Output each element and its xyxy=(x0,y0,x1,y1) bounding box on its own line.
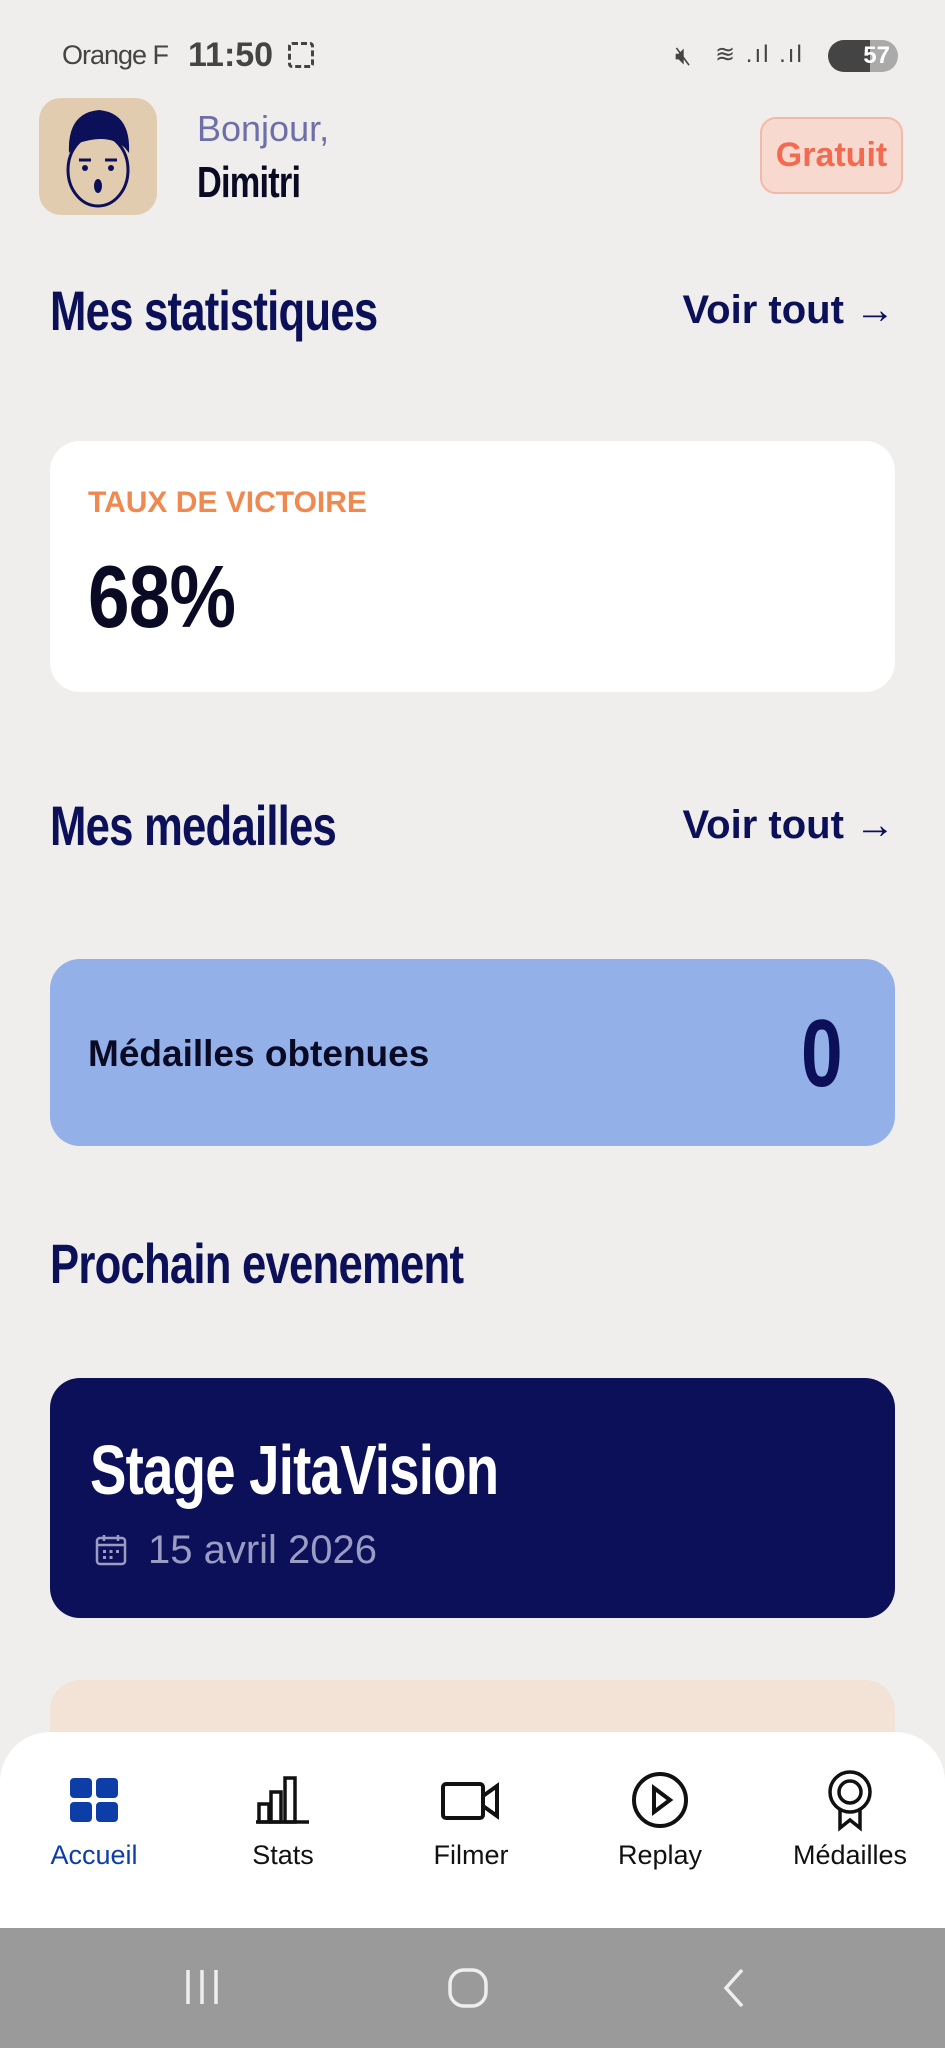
back-button[interactable] xyxy=(716,1968,750,2008)
event-name: Stage JitaVision xyxy=(90,1431,499,1509)
home-button[interactable] xyxy=(446,1968,490,2008)
medals-count: 0 xyxy=(800,1000,843,1107)
nav-label: Stats xyxy=(252,1840,314,1870)
nav-label: Accueil xyxy=(50,1840,138,1870)
nav-label: Médailles xyxy=(792,1840,908,1870)
system-nav-bar xyxy=(0,1928,945,2048)
medal-icon xyxy=(828,1770,872,1832)
win-rate-value: 68% xyxy=(88,547,236,646)
plan-badge[interactable]: Gratuit xyxy=(760,117,903,194)
battery-indicator: 57 xyxy=(828,40,898,72)
user-name: Dimitri xyxy=(197,158,301,207)
stats-title: Mes statistiques xyxy=(50,279,378,342)
recent-apps-button[interactable] xyxy=(180,1968,230,2008)
win-rate-card[interactable]: TAUX DE VICTOIRE 68% xyxy=(50,441,895,692)
nav-item-stats[interactable]: Stats xyxy=(203,1768,363,1871)
signal-icon: ≋ .ıl .ıl xyxy=(715,41,804,68)
status-bar: Orange F 11:50 🔇︎ ≋ .ıl .ıl 57 xyxy=(0,36,945,86)
bottom-nav: Accueil Stats Filmer Replay Médailles xyxy=(0,1732,945,1932)
medals-card[interactable]: Médailles obtenues 0 xyxy=(50,959,895,1146)
clock: 11:50 xyxy=(188,36,274,74)
medals-title: Mes medailles xyxy=(50,794,337,857)
nav-item-replay[interactable]: Replay xyxy=(580,1768,740,1871)
nav-item-medailles[interactable]: Médailles xyxy=(770,1768,930,1871)
bar-chart-icon xyxy=(256,1776,309,1824)
nav-label: Replay xyxy=(617,1840,703,1870)
event-title: Prochain evenement xyxy=(50,1232,464,1295)
grid-icon xyxy=(70,1778,118,1822)
mute-icon: 🔇︎ xyxy=(675,40,692,70)
nav-item-filmer[interactable]: Filmer xyxy=(391,1768,551,1871)
nav-label: Filmer xyxy=(433,1840,509,1870)
greeting: Bonjour, xyxy=(197,108,330,149)
medals-see-all-link[interactable]: Voir tout → xyxy=(682,803,895,847)
calendar-icon xyxy=(95,1535,127,1566)
nav-item-accueil[interactable]: Accueil xyxy=(14,1768,174,1871)
medals-label: Médailles obtenues xyxy=(88,1033,430,1074)
screenshot-icon xyxy=(288,42,314,68)
avatar[interactable] xyxy=(39,98,157,215)
event-card[interactable]: Stage JitaVision 15 avril 2026 xyxy=(50,1378,895,1618)
carrier: Orange F xyxy=(62,40,169,70)
win-rate-label: TAUX DE VICTOIRE xyxy=(88,486,367,519)
avatar-face-icon xyxy=(66,110,130,208)
video-camera-icon xyxy=(441,1782,499,1820)
stats-see-all-link[interactable]: Voir tout → xyxy=(682,288,895,332)
play-circle-icon xyxy=(632,1772,688,1828)
event-date: 15 avril 2026 xyxy=(148,1528,378,1572)
